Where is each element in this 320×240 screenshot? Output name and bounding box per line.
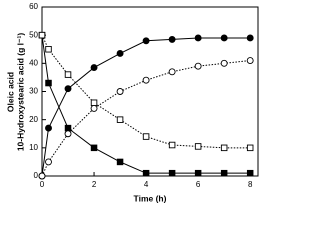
x-tick-label: 2 — [92, 180, 97, 189]
series-line — [41, 34, 251, 149]
marker — [116, 50, 124, 57]
series-line — [41, 37, 251, 177]
series-line — [41, 35, 251, 174]
marker — [194, 169, 202, 177]
x-tick-label: 0 — [40, 180, 45, 189]
marker — [220, 144, 228, 152]
marker — [90, 99, 98, 107]
marker — [194, 62, 202, 70]
x-tick-label: 8 — [248, 180, 253, 189]
marker — [90, 144, 98, 152]
y-axis-label: 10-Hydroxystearic acid (g l⁻¹) — [15, 33, 25, 152]
marker — [142, 169, 150, 177]
marker — [116, 88, 124, 95]
x-tick-label: 6 — [196, 180, 201, 189]
y-tick-label: 10 — [29, 143, 38, 152]
marker — [64, 71, 72, 78]
marker — [168, 169, 176, 177]
marker — [220, 59, 228, 67]
y-tick-label: 30 — [29, 87, 38, 96]
marker — [142, 133, 150, 140]
marker — [168, 68, 176, 76]
y-tick-label: 0 — [34, 171, 39, 180]
marker — [142, 37, 150, 45]
marker — [220, 169, 228, 177]
marker — [168, 141, 176, 149]
y-tick-label: 40 — [29, 58, 38, 67]
x-tick-label: 4 — [144, 180, 149, 189]
marker — [142, 76, 150, 84]
marker — [45, 158, 52, 166]
marker — [116, 116, 124, 123]
chart: Time (h) Oleic acid 10-Hydroxystearic ac… — [5, 2, 259, 203]
marker — [64, 124, 72, 132]
marker — [90, 104, 98, 112]
marker — [194, 143, 202, 150]
marker — [116, 158, 124, 166]
y-tick-label: 50 — [29, 30, 38, 39]
y-axis-label: Oleic acid — [5, 72, 15, 112]
marker — [45, 79, 52, 87]
marker — [246, 34, 254, 42]
marker — [45, 46, 52, 53]
marker — [90, 64, 98, 72]
y-tick-label: 60 — [29, 2, 38, 11]
marker — [38, 31, 46, 39]
marker — [38, 172, 46, 180]
marker — [246, 144, 254, 152]
y-tick-label: 20 — [29, 115, 38, 124]
marker — [64, 85, 72, 93]
x-axis-label: Time (h) — [134, 193, 167, 203]
marker — [45, 124, 52, 132]
marker — [194, 34, 202, 42]
marker — [220, 34, 228, 42]
marker — [246, 169, 254, 177]
marker — [246, 57, 254, 64]
marker — [168, 35, 176, 43]
marker — [64, 130, 72, 138]
